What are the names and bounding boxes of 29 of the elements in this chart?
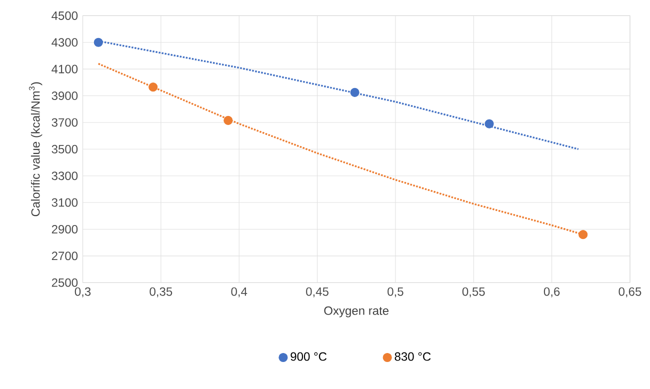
x-tick-label: 0,5: [388, 287, 404, 298]
x-tick-label: 0,55: [462, 287, 485, 298]
x-tick-label: 0,65: [618, 287, 642, 298]
x-tick-label: 0,45: [306, 287, 328, 298]
point: [484, 119, 494, 128]
y-tick-label: 3100: [52, 198, 78, 207]
legend-label: 900 °C: [290, 352, 327, 361]
y-tick-label: 3900: [52, 91, 78, 100]
y-tick-label: 3700: [52, 118, 78, 127]
x-tick-label: 0,6: [544, 287, 560, 298]
x-axis-title: Oxygen rate: [324, 306, 389, 318]
point: [94, 38, 103, 47]
y-tick-label: 4100: [52, 64, 78, 74]
point: [148, 82, 158, 92]
y-tick-label: 4500: [52, 11, 78, 20]
y-tick-label: 2900: [52, 224, 78, 234]
point: [350, 88, 360, 97]
y-tick-label: 2700: [52, 251, 78, 260]
y-tick-label: 4300: [52, 38, 78, 46]
x-tick-label: 0,35: [150, 287, 172, 298]
y-tick-label: 3500: [52, 144, 78, 154]
x-tick-label: 0,3: [74, 287, 91, 298]
legend-label: 830 °C: [394, 352, 431, 361]
point: [224, 116, 233, 125]
y-tick-label: 3300: [52, 171, 78, 180]
x-tick-label: 0,4: [231, 287, 248, 298]
y-tick-label: 2500: [52, 278, 78, 287]
y-axis-title: Calorific value (kcal/Nm$^{3}$): [28, 82, 42, 216]
point: [578, 230, 588, 239]
